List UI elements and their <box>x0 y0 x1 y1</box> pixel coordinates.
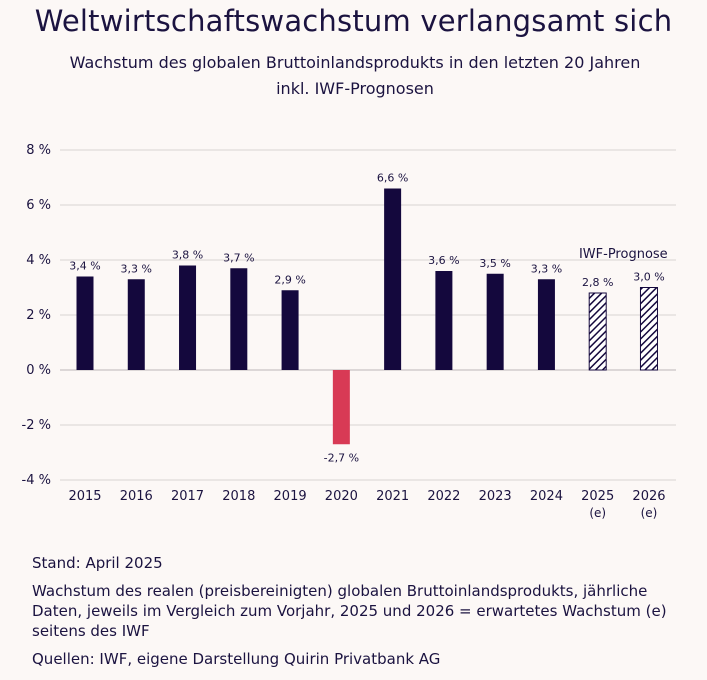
x-tick-label-2020: 2020 <box>325 489 358 504</box>
description-note: Wachstum des realen (preisbereinigten) g… <box>32 582 667 640</box>
y-tick-label: 8 % <box>26 143 51 158</box>
x-tick-label-2025: 2025 <box>581 489 614 504</box>
x-tick-sublabel-2025: (e) <box>589 506 606 520</box>
forecast-annotation: IWF-Prognose <box>579 247 668 262</box>
stand-note: Stand: April 2025 <box>32 554 163 572</box>
value-label-2019: 2,9 % <box>274 273 305 286</box>
bar-2023 <box>486 273 504 370</box>
value-label-2015: 3,4 % <box>69 260 100 273</box>
bar-2024 <box>537 279 555 370</box>
value-label-2022: 3,6 % <box>428 254 459 267</box>
y-tick-label: -4 % <box>22 473 51 488</box>
y-axis-ticks: -4 % -2 % 0 % 2 % 4 % 6 % 8 % <box>22 143 51 488</box>
y-tick-label: 6 % <box>26 198 51 213</box>
value-label-2016: 3,3 % <box>121 262 152 275</box>
bar-2018 <box>230 268 248 370</box>
x-tick-label-2024: 2024 <box>530 489 563 504</box>
value-label-2018: 3,7 % <box>223 251 254 264</box>
x-tick-label-2017: 2017 <box>171 489 204 504</box>
x-tick-label-2026: 2026 <box>632 489 665 504</box>
x-tick-label-2018: 2018 <box>222 489 255 504</box>
y-tick-label: 4 % <box>26 253 51 268</box>
value-label-2025: 2,8 % <box>582 276 613 289</box>
x-tick-label-2016: 2016 <box>120 489 153 504</box>
y-tick-label: 0 % <box>26 363 51 378</box>
sources-note: Quellen: IWF, eigene Darstellung Quirin … <box>32 650 441 668</box>
y-tick-label: 2 % <box>26 308 51 323</box>
value-label-2023: 3,5 % <box>479 257 510 270</box>
bars <box>76 188 658 445</box>
x-tick-label-2019: 2019 <box>274 489 307 504</box>
bar-2026 <box>639 287 658 371</box>
bar-2019 <box>281 290 299 370</box>
x-tick-label-2022: 2022 <box>427 489 460 504</box>
value-label-2020: -2,7 % <box>324 451 359 464</box>
bar-value-labels: 3,4 % 3,3 % 3,8 % 3,7 % 2,9 % -2,7 % 6,6 % 3,6 … <box>69 172 664 465</box>
x-tick-sublabel-2026: (e) <box>641 506 658 520</box>
bar-2017 <box>179 265 197 370</box>
chart-title: Weltwirtschaftswachstum verlangsamt sich <box>34 4 673 38</box>
bar-2020 <box>332 370 350 445</box>
bar-2016 <box>127 279 145 370</box>
bar-2022 <box>435 271 453 370</box>
grid-lines <box>60 149 676 481</box>
chart-notes: Stand: April 2025 Wachstum des realen (p… <box>32 553 672 677</box>
x-tick-label-2021: 2021 <box>376 489 409 504</box>
chart-subtitle: Wachstum des globalen Bruttoinlandsprodu… <box>69 53 641 98</box>
bar-2015 <box>76 276 94 370</box>
x-axis-labels: 2015 2016 2017 2018 2019 2020 2021 2022 2023 2024… <box>68 489 665 520</box>
bar-2021 <box>384 188 402 370</box>
bar-2025 <box>588 292 607 371</box>
y-tick-label: -2 % <box>22 418 51 433</box>
value-label-2021: 6,6 % <box>377 172 408 185</box>
value-label-2017: 3,8 % <box>172 249 203 262</box>
x-tick-label-2015: 2015 <box>68 489 101 504</box>
x-tick-label-2023: 2023 <box>479 489 512 504</box>
value-label-2024: 3,3 % <box>531 262 562 275</box>
value-label-2026: 3,0 % <box>633 271 664 284</box>
bar-chart: -4 %-2 %0 %2 %4 %6 %8 % 3,4 % 3,3 %3,8 % 3… <box>22 143 676 520</box>
